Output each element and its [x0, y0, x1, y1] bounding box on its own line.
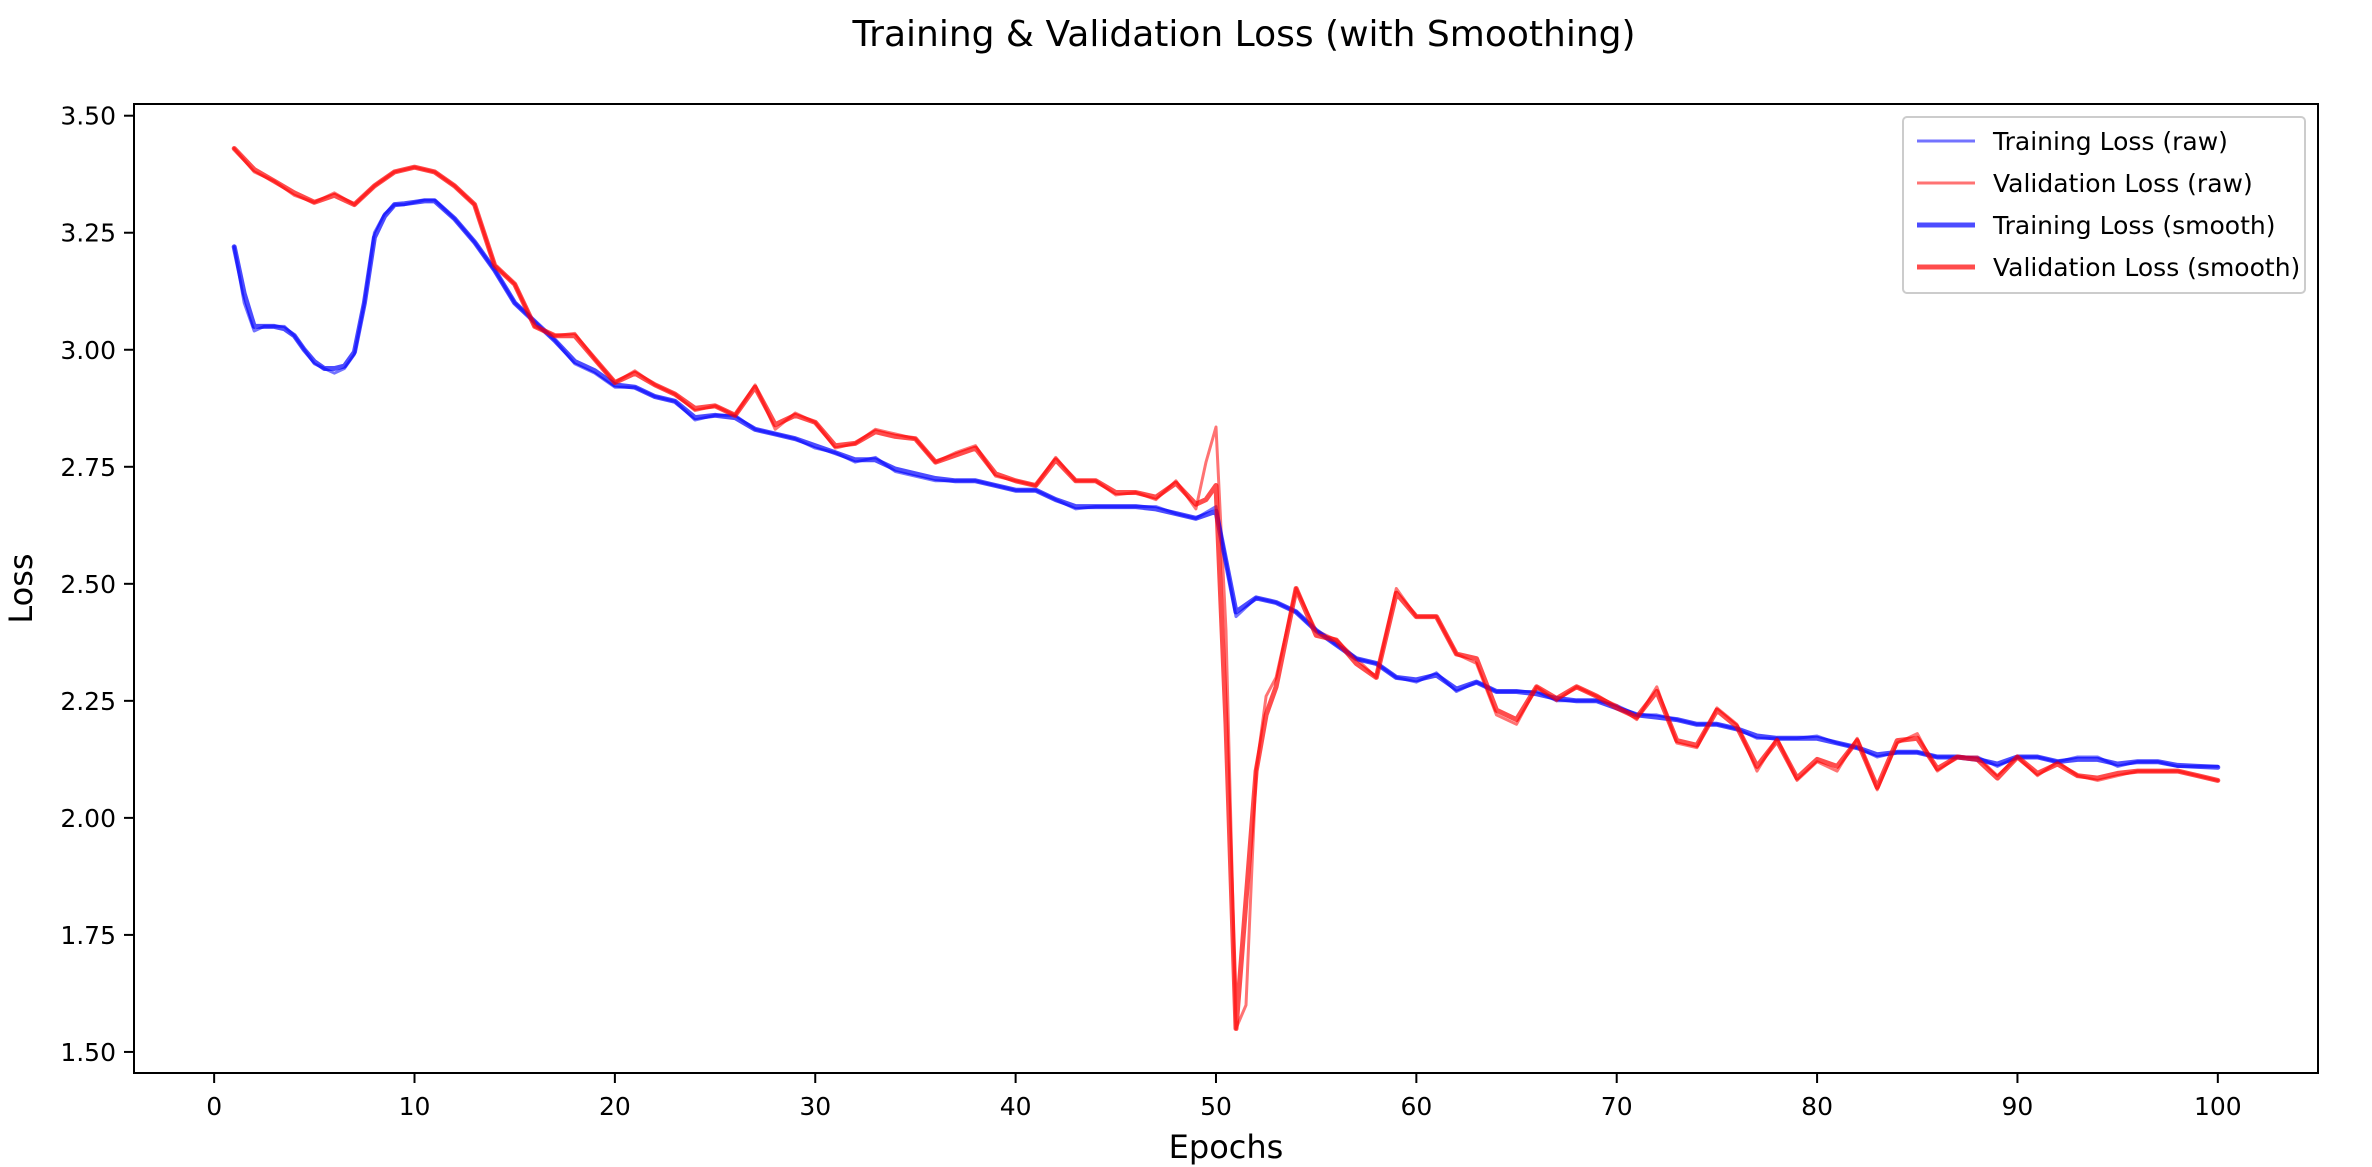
x-tick-label: 50 — [1200, 1092, 1232, 1121]
x-tick-label: 30 — [799, 1092, 831, 1121]
x-tick-label: 10 — [399, 1092, 431, 1121]
y-tick-label: 2.75 — [60, 453, 116, 482]
legend-label-training-loss-raw: Training Loss (raw) — [1992, 127, 2228, 156]
legend: Training Loss (raw) Validation Loss (raw)… — [1902, 116, 2306, 294]
series-line-validation-loss-smooth — [231, 146, 2221, 1031]
x-tick-label: 80 — [1801, 1092, 1833, 1121]
y-tick-label: 3.00 — [60, 336, 116, 365]
legend-label-training-loss-smooth: Training Loss (smooth) — [1992, 211, 2276, 240]
legend-label-validation-loss-smooth: Validation Loss (smooth) — [1993, 253, 2300, 282]
y-tick-label: 2.50 — [60, 570, 116, 599]
y-tick-label: 2.25 — [60, 687, 116, 716]
y-tick-label: 1.50 — [60, 1038, 116, 1067]
y-tick-label: 1.75 — [60, 921, 116, 950]
x-tick-label: 40 — [1000, 1092, 1032, 1121]
x-tick-label: 0 — [206, 1092, 222, 1121]
y-axis: 1.50 1.75 2.00 2.25 2.50 2.75 3.00 3.25 3.50 — [60, 102, 134, 1067]
y-tick-label: 3.50 — [60, 102, 116, 131]
y-tick-label: 3.25 — [60, 219, 116, 248]
legend-label-validation-loss-raw: Validation Loss (raw) — [1993, 169, 2253, 198]
x-axis: 0 10 20 30 40 50 60 70 80 90 100 — [206, 1073, 2242, 1121]
x-tick-label: 90 — [2002, 1092, 2034, 1121]
y-tick-label: 2.00 — [60, 804, 116, 833]
x-tick-label: 100 — [2194, 1092, 2242, 1121]
y-axis-label: Loss — [2, 553, 40, 623]
x-tick-label: 60 — [1400, 1092, 1432, 1121]
chart-title: Training & Validation Loss (with Smoothi… — [851, 14, 1635, 55]
x-tick-label: 20 — [599, 1092, 631, 1121]
x-tick-label: 70 — [1601, 1092, 1633, 1121]
x-axis-label: Epochs — [1169, 1128, 1284, 1166]
plot-frame — [133, 103, 2319, 1074]
plot-area — [231, 146, 2221, 1031]
legend-box — [1902, 116, 2306, 294]
